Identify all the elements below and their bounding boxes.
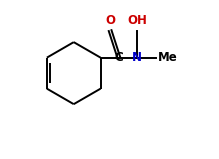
Text: N: N <box>132 51 142 64</box>
Text: C: C <box>115 51 123 64</box>
Text: Me: Me <box>158 51 178 64</box>
Text: OH: OH <box>127 14 147 27</box>
Text: O: O <box>105 14 115 27</box>
